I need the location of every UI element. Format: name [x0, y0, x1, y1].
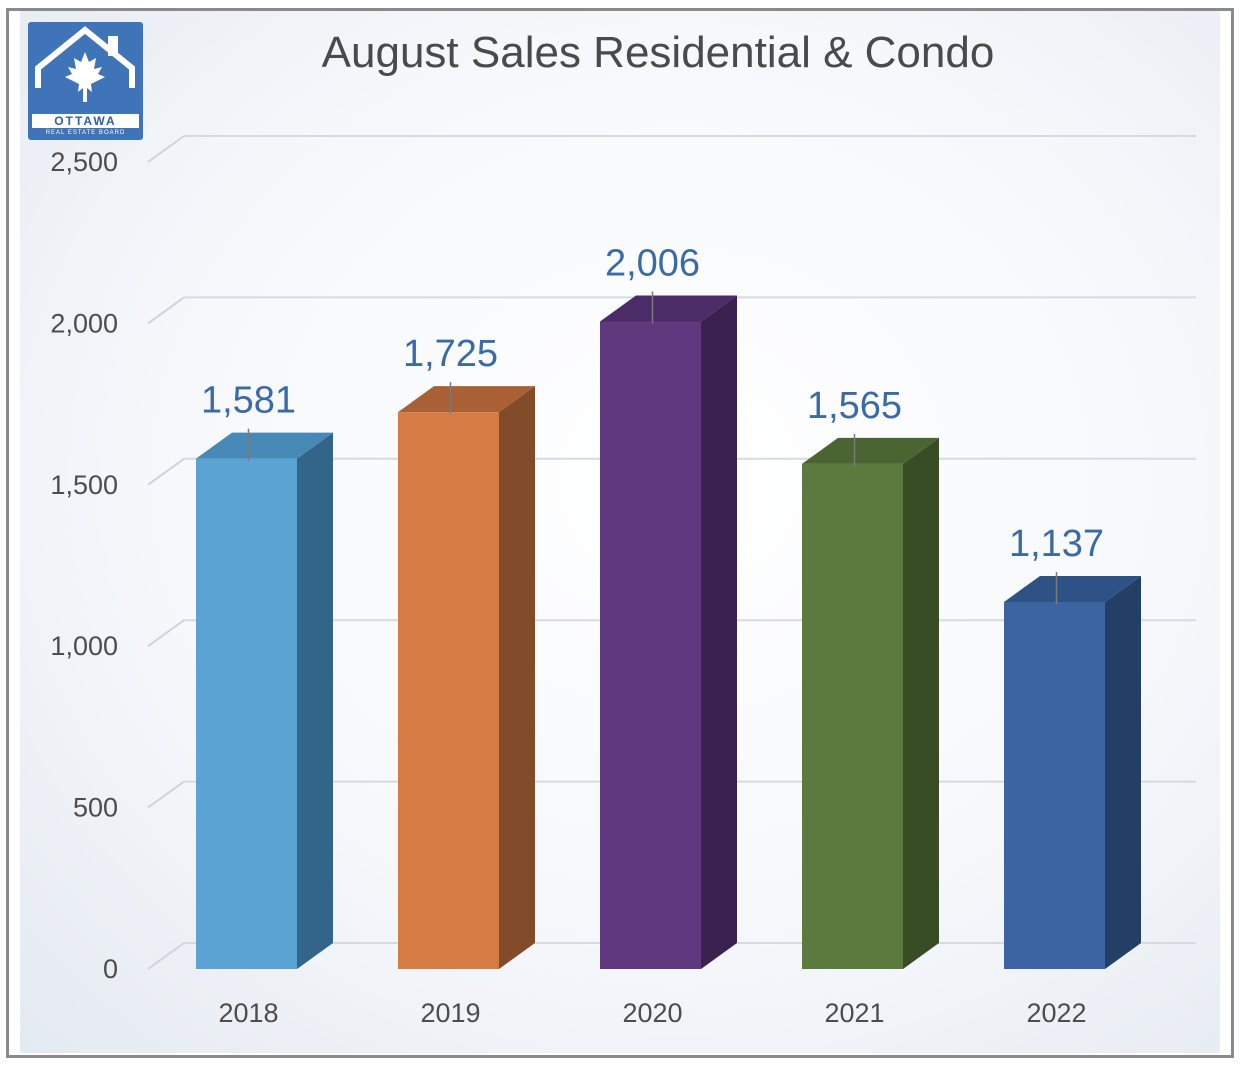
data-label: 1,565	[807, 385, 902, 427]
bar	[1004, 601, 1105, 969]
x-tick-label: 2022	[1026, 998, 1086, 1028]
bars: 1,581 1,725 2,006 1,565 1,137	[196, 242, 1141, 969]
data-label: 1,725	[403, 333, 498, 375]
chart-title: August Sales Residential & Condo	[321, 28, 995, 77]
gridline-depth	[147, 780, 185, 809]
bar-side	[1105, 575, 1141, 969]
x-tick-label: 2020	[622, 998, 682, 1028]
bar	[802, 463, 903, 969]
ottawa-real-estate-board-logo: OTTAWA REAL ESTATE BOARD	[28, 22, 143, 140]
data-label: 2,006	[605, 242, 700, 284]
gridline-depth	[147, 296, 185, 325]
maple-leaf-house-icon	[35, 26, 135, 102]
bar-top	[802, 437, 939, 464]
y-tick-label: 2,000	[50, 308, 118, 338]
bar	[196, 458, 297, 969]
gridline-depth	[147, 457, 185, 486]
bar	[600, 321, 701, 969]
y-tick-label: 2,500	[50, 147, 118, 177]
bar-top	[600, 295, 737, 322]
x-tick-label: 2019	[420, 998, 480, 1028]
bar-side	[297, 432, 333, 969]
bar-side	[499, 386, 535, 969]
y-tick-label: 500	[73, 793, 118, 823]
x-tick-label: 2018	[218, 998, 278, 1028]
y-axis-ticks: 0 500 1,000 1,500 2,000 2,500	[50, 147, 118, 984]
data-label: 1,581	[201, 380, 296, 422]
data-label: 1,137	[1009, 523, 1104, 565]
bar-top	[196, 432, 333, 459]
bar-top	[398, 386, 535, 413]
y-tick-label: 1,000	[50, 631, 118, 661]
gridline-depth	[147, 619, 185, 648]
bar-top	[1004, 575, 1141, 602]
x-axis-ticks: 2018 2019 2020 2021 2022	[218, 998, 1086, 1028]
y-tick-label: 1,500	[50, 470, 118, 500]
x-tick-label: 2021	[824, 998, 884, 1028]
gridline-depth	[147, 135, 185, 163]
logo-wordmark: OTTAWA	[32, 114, 139, 128]
bar-side	[903, 437, 939, 969]
bar-side	[701, 295, 737, 969]
gridline-depth	[147, 942, 185, 970]
bar	[398, 412, 499, 969]
logo-subtext: REAL ESTATE BOARD	[45, 130, 126, 136]
y-tick-label: 0	[103, 954, 118, 984]
